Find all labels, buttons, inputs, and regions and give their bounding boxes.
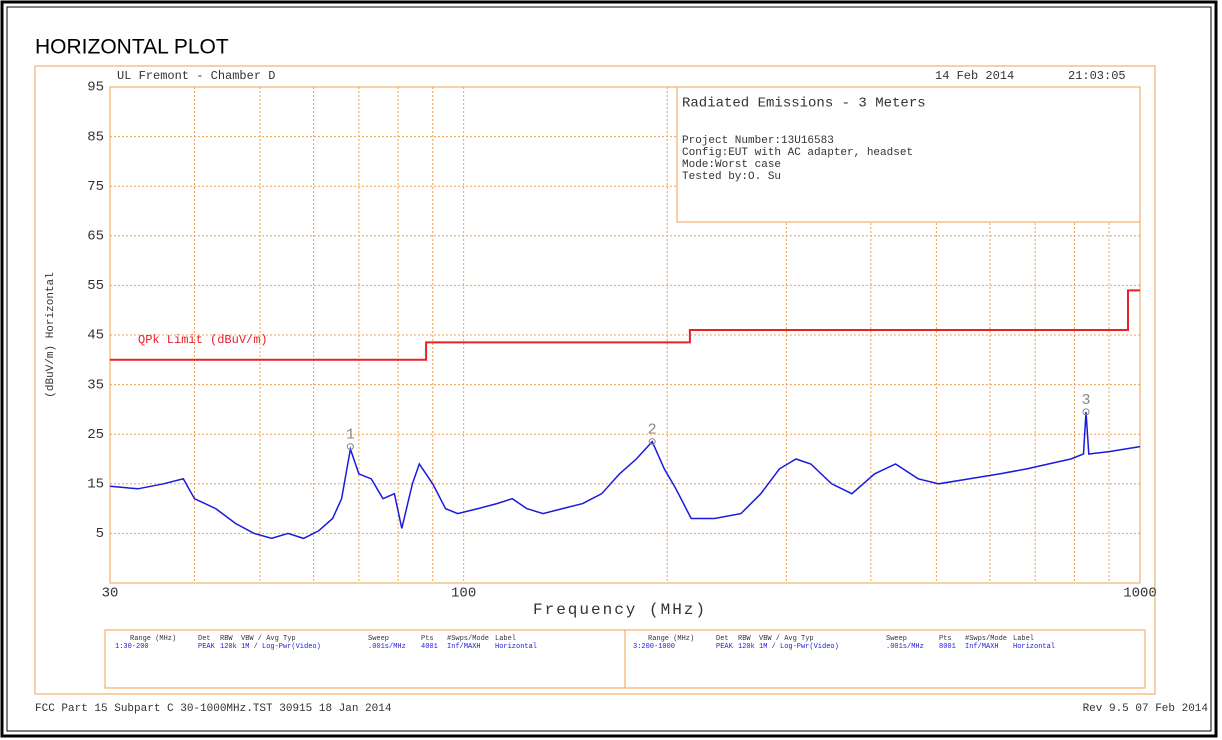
y-tick-label: 5 [96,526,104,542]
table-cell: .001s/MHz [886,643,924,651]
info-line: Tested by:O. Su [682,171,781,183]
y-tick-label: 65 [87,229,104,245]
info-line: Project Number:13U16583 [682,135,834,147]
y-tick-label: 55 [87,278,104,294]
footer-left: FCC Part 15 Subpart C 30-1000MHz.TST 309… [35,703,392,715]
table-cell: 1M / Log-Pwr(Video) [241,643,321,651]
table-cell: 3:200-1000 [633,643,675,651]
x-tick-label: 100 [451,586,476,602]
table-header: Range (MHz) [130,635,176,643]
y-axis-label: (dBuV/m) Horizontal [45,272,57,397]
page-title: HORIZONTAL PLOT [35,36,229,59]
time: 21:03:05 [1068,69,1126,83]
table-header: Pts [939,635,952,643]
marker-label: 1 [346,427,355,444]
table-header: VBW / Avg Typ [759,635,814,643]
y-tick-label: 45 [87,328,104,344]
table-header: VBW / Avg Typ [241,635,296,643]
info-box [676,86,1141,223]
y-tick-label: 35 [87,377,104,393]
table-header: Label [1013,635,1034,643]
footer-right: Rev 9.5 07 Feb 2014 [1083,703,1209,715]
info-line: Config:EUT with AC adapter, headset [682,147,913,159]
marker [1082,408,1090,416]
table-cell: Horizontal [495,643,537,651]
table-cell: 4001 [421,643,438,651]
marker-label: 3 [1081,392,1090,409]
info-title: Radiated Emissions - 3 Meters [682,96,926,112]
plot-frame [34,65,1156,695]
x-tick-label: 30 [102,586,119,602]
y-tick-label: 75 [87,179,104,195]
trace [109,411,1141,540]
table-header: #Swps/Mode [965,635,1007,643]
x-axis-label: Frequency (MHz) [533,601,707,619]
y-tick-label: 85 [87,129,104,145]
table-header: Sweep [886,635,907,643]
table-cell: Horizontal [1013,643,1055,651]
marker [648,438,656,446]
y-tick-label: 95 [87,80,104,96]
table-header: Pts [421,635,434,643]
inner-border [6,6,1212,732]
table-cell: 1:30-200 [115,643,149,651]
table-cell: Inf/MAXH [447,643,481,651]
table-cell: 8001 [939,643,956,651]
table-cell: 120k [220,643,237,651]
trace [110,289,1140,361]
y-tick-label: 25 [87,427,104,443]
plot-area [109,86,1141,584]
table-header: Det [716,635,729,643]
marker [346,443,354,451]
table-cell: PEAK [198,643,216,651]
table-cell: 120k [738,643,755,651]
table-header: RBW [220,635,233,643]
table-header: Range (MHz) [648,635,694,643]
marker-label: 2 [648,422,657,439]
x-tick-label: 1000 [1123,586,1157,602]
table-header: Det [198,635,211,643]
table-header: Label [495,635,516,643]
site: UL Fremont - Chamber D [117,69,275,83]
y-tick-label: 15 [87,477,104,493]
table-cell: Inf/MAXH [965,643,999,651]
info-line: Mode:Worst case [682,159,781,171]
table-cell: PEAK [716,643,734,651]
table-cell: 1M / Log-Pwr(Video) [759,643,839,651]
table-header: Sweep [368,635,389,643]
table-header: RBW [738,635,751,643]
legend-label: QPk Limit (dBuV/m) [138,333,268,347]
date: 14 Feb 2014 [935,69,1014,83]
table-header: #Swps/Mode [447,635,489,643]
table-cell: .001s/MHz [368,643,406,651]
